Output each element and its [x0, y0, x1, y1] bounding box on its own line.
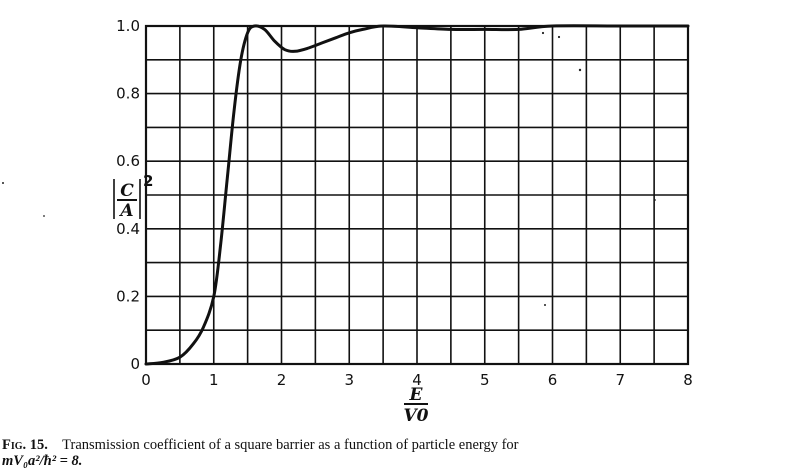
y-label-exponent: 2: [143, 172, 153, 190]
x-axis-label: E V0: [403, 385, 428, 426]
y-label-denominator: A: [118, 201, 133, 221]
x-tick-label: 2: [277, 371, 287, 389]
y-tick-label: 1.0: [116, 17, 140, 35]
y-tick-label: 0.2: [116, 287, 140, 305]
x-axis-ticks: 0 1 2 3 4 5 6 7 8: [141, 371, 693, 389]
x-label-denominator: V0: [403, 406, 428, 426]
x-tick-label: 1: [209, 371, 219, 389]
grid-lines: [145, 25, 689, 365]
figure-label: Fig. 15.: [2, 437, 48, 453]
y-tick-label: 0: [130, 355, 140, 373]
x-tick-label: 8: [683, 371, 693, 389]
caption-text: Transmission coefficient of a square bar…: [62, 437, 519, 453]
y-axis-ticks: 0 0.2 0.4 0.6 0.8 1.0: [116, 17, 140, 373]
figure-caption: Fig. 15. Transmission coefficient of a s…: [2, 437, 798, 469]
x-tick-label: 6: [548, 371, 558, 389]
x-tick-label: 7: [615, 371, 625, 389]
x-tick-label: 3: [344, 371, 354, 389]
y-axis-label: C A 2: [113, 172, 153, 221]
caption-equation: mV₀a²/ħ² = 8.: [2, 453, 83, 469]
y-tick-label: 0.6: [116, 152, 140, 170]
scan-specks: [2, 31, 656, 306]
x-tick-label: 4: [412, 371, 422, 389]
transmission-curve: [144, 24, 690, 366]
x-label-numerator: E: [409, 385, 424, 405]
x-tick-label: 0: [141, 371, 151, 389]
chart-area: 0 0.2 0.4 0.6 0.8 1.0 0 1 2 3 4 5 6 7 8 C A 2 E V0: [2, 17, 693, 426]
x-tick-label: 5: [480, 371, 490, 389]
y-label-numerator: C: [120, 181, 134, 201]
y-tick-label: 0.8: [116, 85, 140, 103]
plot-frame: [144, 24, 690, 366]
y-tick-label: 0.4: [116, 220, 140, 238]
